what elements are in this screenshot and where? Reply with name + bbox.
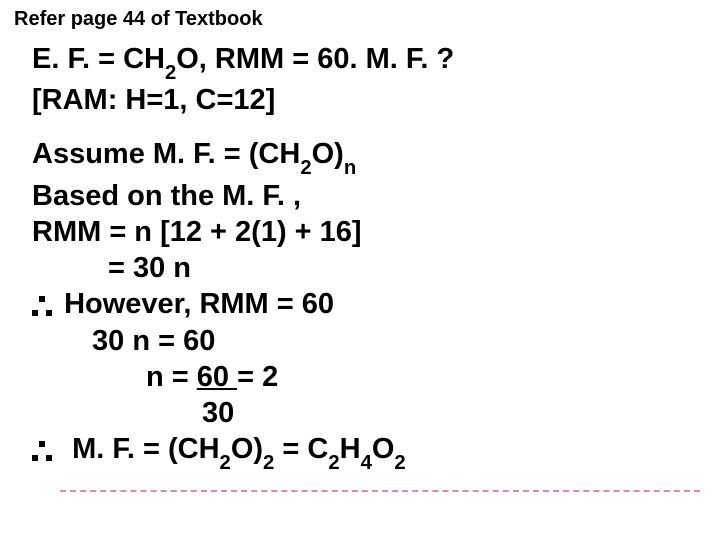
frac-numerator: 60 — [197, 361, 237, 393]
therefore-icon — [32, 441, 56, 461]
header-reference: Refer page 44 of Textbook — [0, 0, 720, 31]
n-eq-c: = 2 — [237, 361, 278, 393]
ef-text-pre: E. F. = CH — [32, 43, 165, 75]
ef-sub-2: 2 — [165, 62, 176, 84]
problem-line-2: [RAM: H=1, C=12] — [32, 82, 720, 118]
n-equals-line: n = 60 = 2 — [32, 359, 720, 395]
n-eq-a: n = — [146, 361, 197, 393]
thirty-n-line: = 30 n — [32, 250, 720, 286]
ram-text: [RAM: H=1, C=12] — [32, 84, 275, 116]
therefore-icon — [32, 296, 56, 316]
frac-denominator-line: 30 — [32, 395, 720, 431]
however-line: However, RMM = 60 — [32, 286, 720, 322]
dashed-separator — [60, 490, 700, 492]
thirty-n-sixty-line: 30 n = 60 — [32, 323, 720, 359]
assume-line: Assume M. F. = (CH2O)n — [32, 136, 720, 177]
based-on-line: Based on the M. F. , — [32, 178, 720, 214]
dot — [39, 296, 45, 302]
dot — [46, 310, 52, 316]
rmm-eq-line: RMM = n [12 + 2(1) + 16] — [32, 214, 720, 250]
mf-result-line: M. F. = (CH2O)2 = C2H4O2 — [32, 431, 720, 472]
frac-denominator: 30 — [202, 397, 234, 429]
dot — [46, 455, 52, 461]
mf-pre: M. F. = (CH — [72, 433, 219, 465]
thirty-n-text: = 30 n — [108, 252, 191, 284]
mf-mid1: O) — [231, 433, 263, 465]
mf-sub5: 2 — [394, 452, 405, 474]
assume-mid: O) — [312, 138, 344, 170]
header-text: Refer page 44 of Textbook — [14, 8, 263, 30]
mf-mid3: H — [340, 433, 361, 465]
assume-sub-n: n — [344, 157, 356, 179]
assume-pre: Assume M. F. = (CH — [32, 138, 300, 170]
dot — [32, 310, 38, 316]
dot — [32, 455, 38, 461]
mf-mid2: = C — [274, 433, 328, 465]
main-content: E. F. = CH2O, RMM = 60. M. F. ? [RAM: H=… — [0, 31, 720, 472]
problem-line-1: E. F. = CH2O, RMM = 60. M. F. ? — [32, 41, 720, 82]
rmm-eq-text: RMM = n [12 + 2(1) + 16] — [32, 216, 362, 248]
thirty-n-sixty-text: 30 n = 60 — [92, 325, 215, 357]
ef-text-post: O, RMM = 60. M. F. ? — [176, 43, 454, 75]
mf-mid4: O — [372, 433, 395, 465]
mf-sub3: 2 — [328, 452, 339, 474]
mf-sub1: 2 — [220, 452, 231, 474]
mf-sub2: 2 — [263, 452, 274, 474]
mf-sub4: 4 — [361, 452, 372, 474]
spacer — [32, 118, 720, 136]
assume-sub1: 2 — [300, 157, 311, 179]
dot — [39, 441, 45, 447]
however-text: However, RMM = 60 — [64, 288, 334, 320]
based-on-text: Based on the M. F. , — [32, 180, 301, 212]
